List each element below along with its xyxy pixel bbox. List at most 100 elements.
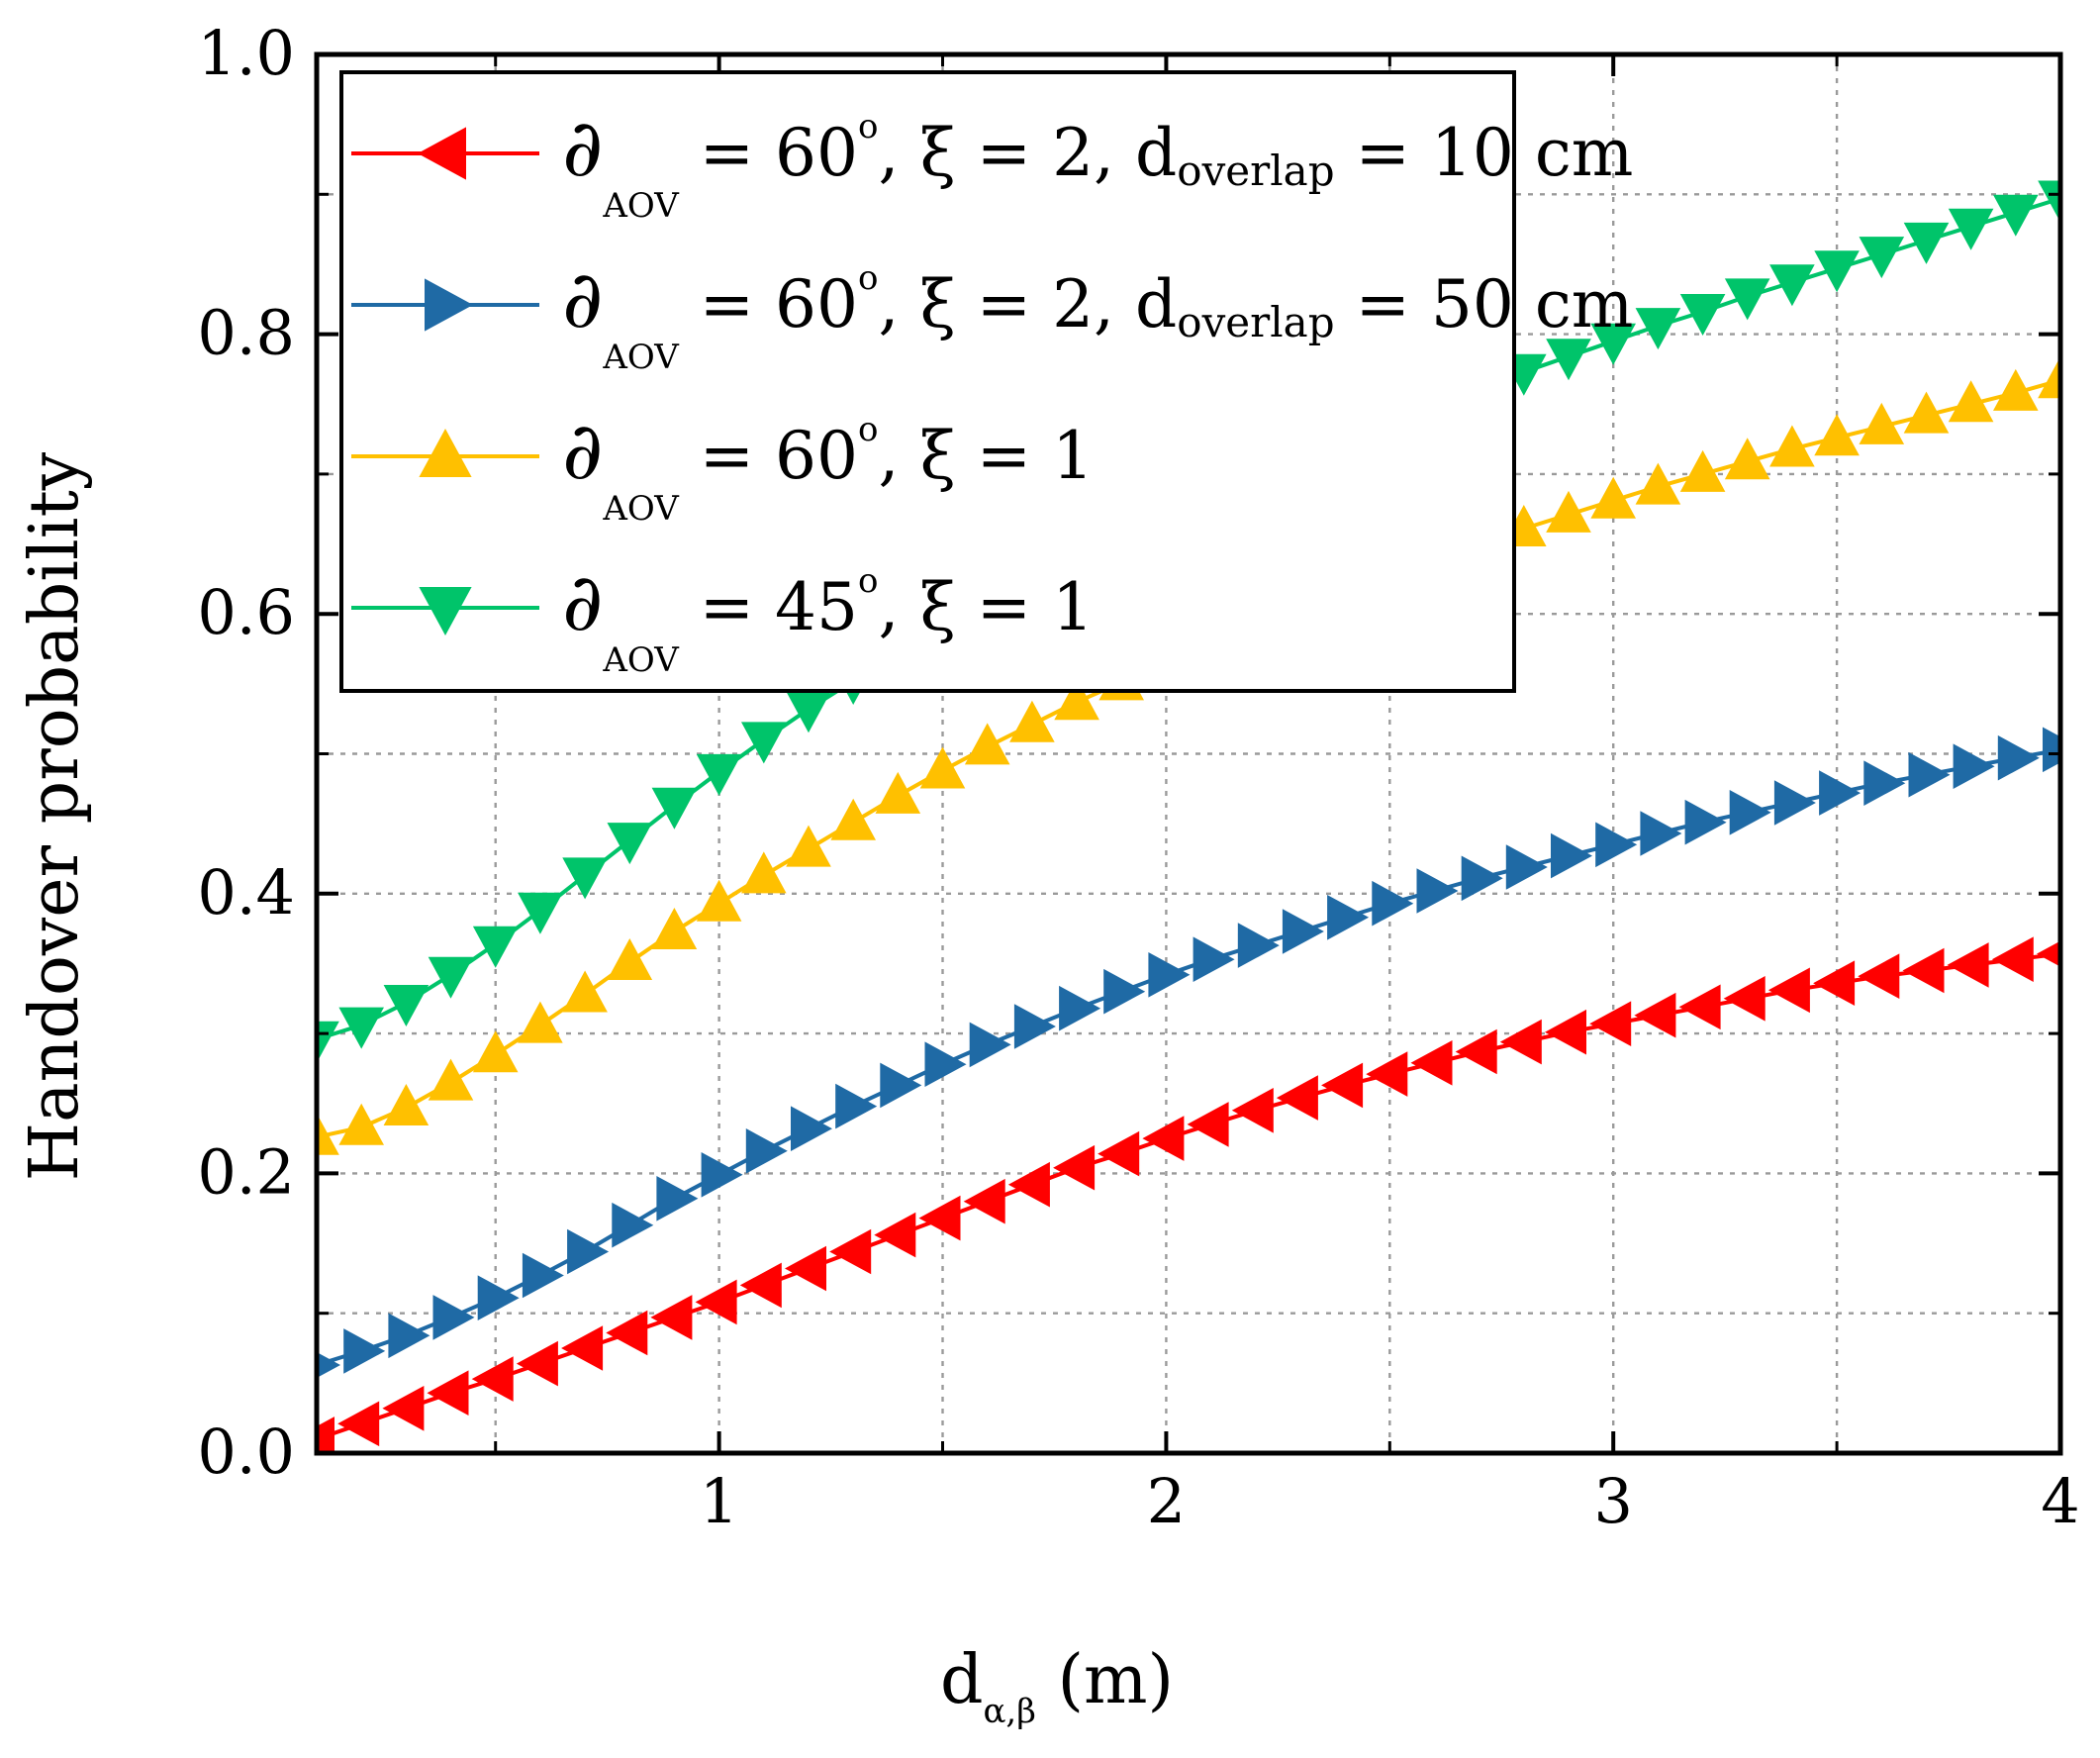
series-point (874, 1212, 916, 1258)
series-point (1546, 490, 1591, 533)
series-point (383, 1084, 430, 1125)
series-point (969, 1022, 1011, 1068)
series-point (477, 1275, 520, 1320)
series-point (1773, 780, 1816, 826)
legend-text-c: = 10 cm (1335, 115, 1634, 191)
legend-entry: ∂AOV = 45o, ξ = 1 (351, 556, 1094, 680)
series-point (1187, 1102, 1229, 1147)
legend-symbol: ∂ (562, 405, 603, 497)
series-point (1054, 678, 1099, 721)
series-point (562, 857, 608, 900)
series-point (875, 771, 921, 814)
series-point (1237, 923, 1280, 968)
series-point (516, 1340, 558, 1387)
series-point (2037, 940, 2060, 967)
series-point (695, 1279, 737, 1325)
legend-label: ∂AOV = 45o, ξ = 1 (562, 556, 1094, 680)
legend-text-b: , ξ = 1 (879, 569, 1095, 645)
series-point (317, 1351, 340, 1379)
series-point (1908, 751, 1951, 798)
legend-text-c: = 50 cm (1335, 266, 1634, 342)
series-point (786, 825, 831, 867)
series-point (786, 691, 831, 733)
legend-sup: o (858, 410, 878, 449)
series-point (1372, 880, 1414, 927)
legend-text-b: , ξ = 2, d (879, 115, 1178, 191)
series-point (522, 1252, 564, 1299)
series-point (2038, 180, 2060, 223)
x-tick-label: 4 (2041, 1465, 2079, 1537)
series-point (1948, 380, 1994, 423)
series-point (1729, 790, 1771, 835)
legend-sub: AOV (602, 640, 680, 680)
series-point (562, 970, 608, 1013)
legend-sub2: overlap (1177, 146, 1334, 195)
x-axis-title-main: d (940, 1641, 984, 1719)
series-point (1545, 1009, 1586, 1055)
x-axis-title-sub: α,β (983, 1692, 1035, 1731)
series-point (880, 1062, 922, 1109)
series-point (1813, 960, 1856, 1006)
series-point (1589, 1001, 1632, 1046)
series-point (835, 1083, 878, 1129)
series-point (696, 753, 742, 796)
series-point (607, 938, 653, 980)
axis-titles: Handover probability dα,β (m) (16, 451, 1174, 1731)
series-point (1684, 799, 1727, 845)
y-tick-label: 1.0 (197, 17, 295, 89)
series-point (1499, 1019, 1542, 1065)
legend-symbol: ∂ (562, 253, 603, 345)
series-line (317, 951, 2060, 1441)
legend-label: ∂AOV = 60o, ξ = 2, doverlap = 50 cm (562, 253, 1633, 377)
series-point (1366, 1051, 1408, 1097)
series-point (1634, 992, 1676, 1038)
series-point (471, 1356, 514, 1402)
series-point (650, 1295, 693, 1340)
x-axis-title-unit: (m) (1036, 1641, 1174, 1719)
y-axis-title: Handover probability (16, 451, 94, 1181)
series-point (612, 1202, 654, 1248)
legend-sub: AOV (602, 489, 680, 529)
legend-text-a: = 60 (679, 115, 858, 191)
series-point (1142, 1116, 1185, 1161)
legend-sub: AOV (602, 186, 680, 226)
series-point (829, 1228, 872, 1275)
x-axis-title: dα,β (m) (940, 1641, 1174, 1731)
legend-text-a: = 45 (679, 569, 858, 645)
series-point (1410, 1040, 1453, 1086)
series-point (606, 1310, 648, 1356)
series-point (924, 1041, 967, 1087)
legend-box (339, 70, 1516, 693)
series-point (1724, 438, 1770, 480)
series-point (1193, 936, 1235, 982)
legend-entry: ∂AOV = 60o, ξ = 1 (351, 405, 1094, 529)
series-point (472, 1030, 519, 1073)
series-point (1282, 909, 1324, 954)
series-point (1505, 844, 1548, 890)
series-point (1724, 278, 1770, 321)
series-point (1997, 734, 2040, 781)
series-point (1991, 936, 2034, 982)
series-point (1947, 942, 1989, 988)
series-point (343, 1328, 386, 1374)
series-point (1679, 449, 1726, 492)
series-point (2038, 356, 2060, 399)
x-tick-label: 1 (700, 1465, 738, 1537)
legend-label: ∂AOV = 60o, ξ = 1 (562, 405, 1094, 529)
x-tick-label: 3 (1593, 1465, 1632, 1537)
legend-sub2: overlap (1177, 298, 1334, 346)
x-tick-label: 2 (1147, 1465, 1186, 1537)
series-point (427, 1370, 469, 1416)
series-point (472, 926, 519, 968)
series-point (919, 746, 966, 789)
series-point (1814, 414, 1860, 456)
series-point (561, 1325, 604, 1371)
series-point (338, 1103, 384, 1145)
series-point (651, 908, 698, 949)
legend-text-b: , ξ = 2, d (879, 266, 1178, 342)
series-point (388, 1313, 430, 1359)
series-point (651, 787, 698, 830)
legend-sup: o (858, 561, 878, 601)
series-point (741, 722, 787, 764)
